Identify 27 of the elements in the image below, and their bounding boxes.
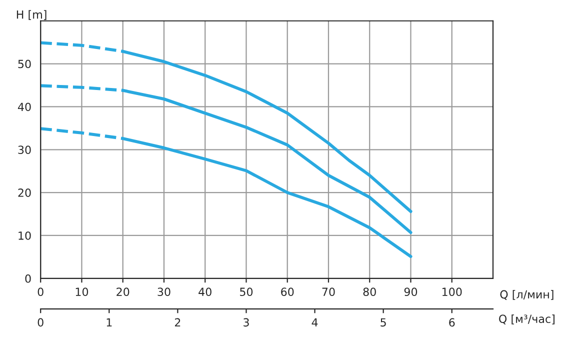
y-tick-label: 50 [18, 60, 31, 68]
y-tick-label: 10 [18, 231, 31, 240]
x2-tick-label: 1 [106, 318, 112, 326]
x-tick-label: 40 [198, 288, 212, 296]
x2-tick-label: 2 [174, 318, 180, 326]
x-tick-label: 60 [281, 288, 294, 296]
x-tick-label: 70 [322, 288, 335, 296]
y-tick-label: 30 [18, 146, 31, 154]
x-tick-label: 90 [404, 288, 418, 296]
y-tick-label: 20 [18, 188, 31, 197]
y-axis-title: H [m] [16, 10, 46, 20]
x-tick-label: 50 [240, 288, 253, 296]
x-axis-title: Q [л/мин] [500, 290, 554, 300]
x-tick-label: 0 [38, 288, 44, 296]
x-tick-label: 100 [442, 288, 462, 296]
x2-tick-label: 6 [449, 318, 455, 327]
y-tick-label: 40 [18, 102, 31, 112]
x-tick-label: 30 [158, 288, 170, 296]
x-tick-label: 80 [363, 288, 376, 296]
x2-tick-label: 0 [38, 318, 44, 327]
x2-tick-label: 4 [312, 318, 318, 326]
x2-tick-label: 5 [380, 318, 386, 327]
y-tick-label: 0 [25, 274, 31, 283]
x2-axis-title: Q [м³/час] [499, 314, 554, 324]
x-tick-label: 10 [76, 288, 88, 296]
x2-tick-label: 3 [244, 318, 249, 327]
x-tick-label: 20 [116, 288, 130, 296]
